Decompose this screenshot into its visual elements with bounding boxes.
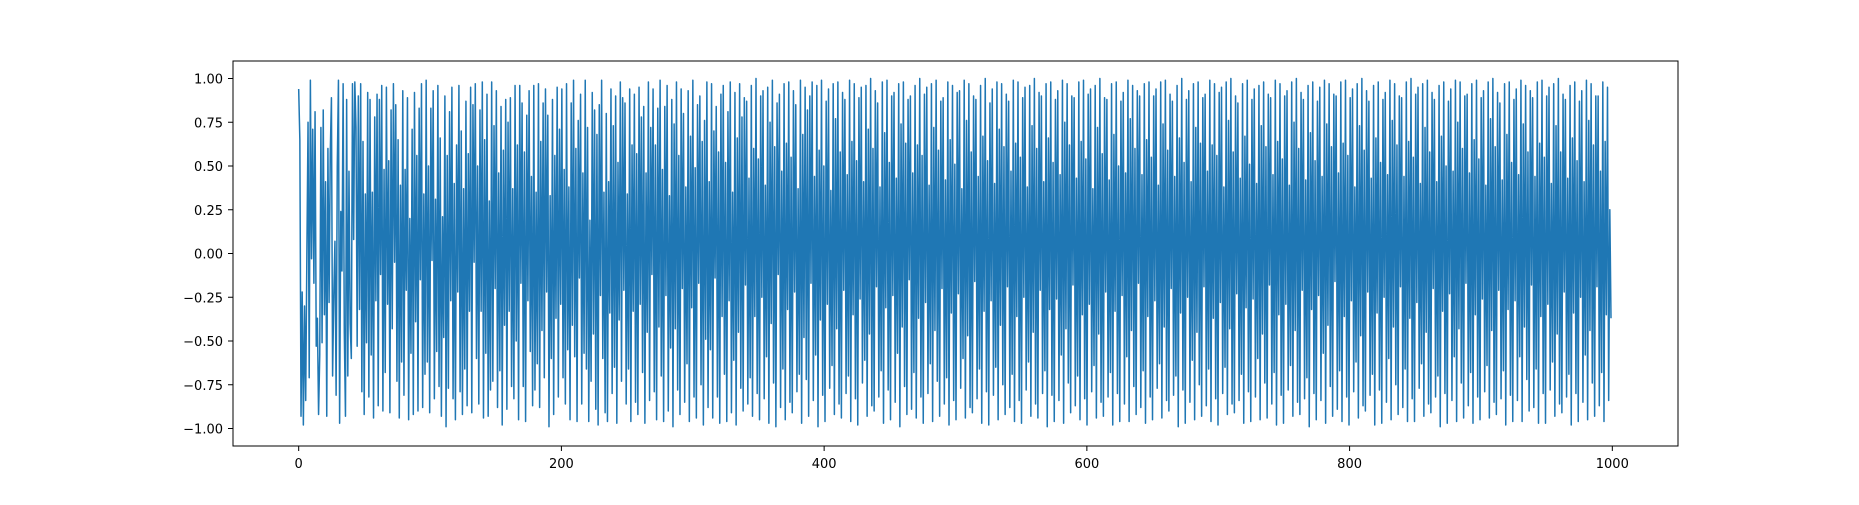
y-tick-label: 0.50 [194,160,223,175]
series-line-0 [297,77,1612,428]
y-tick-label: −0.25 [183,291,223,306]
y-tick-label: 0.25 [194,204,223,219]
x-tick-label: 200 [549,457,574,472]
x-tick-label: 600 [1074,457,1099,472]
x-tick-label: 1000 [1596,457,1629,472]
x-tick-label: 800 [1337,457,1362,472]
y-tick-label: 0.75 [194,116,223,131]
y-tick-label: −1.00 [183,423,223,438]
y-tick-label: 0.00 [194,248,223,263]
y-tick-label: 1.00 [194,73,223,88]
axes: 0 200 400 600 800 1000 −1.00 −0.75 −0.50 −0.25 0.0… [183,60,1679,472]
y-tick-label: −0.50 [183,335,223,350]
x-tick-label: 400 [812,457,837,472]
plot-area [297,77,1612,428]
y-tick-label: −0.75 [183,379,223,394]
x-tick-label: 0 [295,457,303,472]
